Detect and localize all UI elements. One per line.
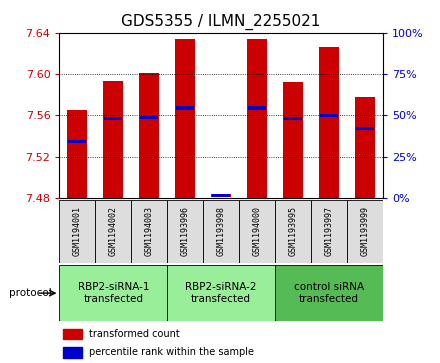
Bar: [62, 347, 82, 358]
Text: GSM1193996: GSM1193996: [181, 207, 190, 256]
FancyBboxPatch shape: [203, 200, 239, 263]
Bar: [283, 82, 303, 198]
Bar: [140, 116, 158, 119]
FancyBboxPatch shape: [347, 200, 383, 263]
Bar: [67, 110, 87, 198]
Text: GSM1194001: GSM1194001: [73, 207, 82, 256]
Title: GDS5355 / ILMN_2255021: GDS5355 / ILMN_2255021: [121, 14, 321, 30]
Bar: [212, 194, 230, 197]
FancyBboxPatch shape: [95, 200, 131, 263]
Bar: [69, 139, 86, 143]
Bar: [355, 97, 375, 198]
Text: GSM1193997: GSM1193997: [324, 207, 334, 256]
FancyBboxPatch shape: [275, 265, 383, 321]
Text: GSM1194000: GSM1194000: [253, 207, 261, 256]
FancyBboxPatch shape: [59, 200, 95, 263]
Text: GSM1194003: GSM1194003: [145, 207, 154, 256]
Bar: [176, 106, 194, 110]
FancyBboxPatch shape: [59, 265, 167, 321]
Bar: [139, 73, 159, 198]
FancyBboxPatch shape: [131, 200, 167, 263]
FancyBboxPatch shape: [167, 200, 203, 263]
Bar: [284, 117, 302, 120]
Text: GSM1194002: GSM1194002: [109, 207, 118, 256]
Text: RBP2-siRNA-1
transfected: RBP2-siRNA-1 transfected: [77, 282, 149, 304]
Bar: [356, 127, 374, 130]
Bar: [62, 329, 82, 339]
FancyBboxPatch shape: [275, 200, 311, 263]
Bar: [320, 114, 338, 117]
FancyBboxPatch shape: [311, 200, 347, 263]
Text: GSM1193998: GSM1193998: [216, 207, 226, 256]
Bar: [211, 194, 231, 197]
Text: RBP2-siRNA-2
transfected: RBP2-siRNA-2 transfected: [185, 282, 257, 304]
FancyBboxPatch shape: [239, 200, 275, 263]
Bar: [103, 81, 123, 198]
Text: percentile rank within the sample: percentile rank within the sample: [88, 347, 253, 358]
Bar: [247, 39, 267, 198]
Bar: [104, 117, 122, 120]
Bar: [248, 106, 266, 110]
FancyBboxPatch shape: [167, 265, 275, 321]
Text: protocol: protocol: [9, 288, 51, 298]
Bar: [319, 47, 339, 198]
Text: GSM1193995: GSM1193995: [289, 207, 297, 256]
Text: GSM1193999: GSM1193999: [360, 207, 369, 256]
Text: transformed count: transformed count: [88, 329, 179, 339]
Text: control siRNA
transfected: control siRNA transfected: [294, 282, 364, 304]
Bar: [175, 39, 195, 198]
